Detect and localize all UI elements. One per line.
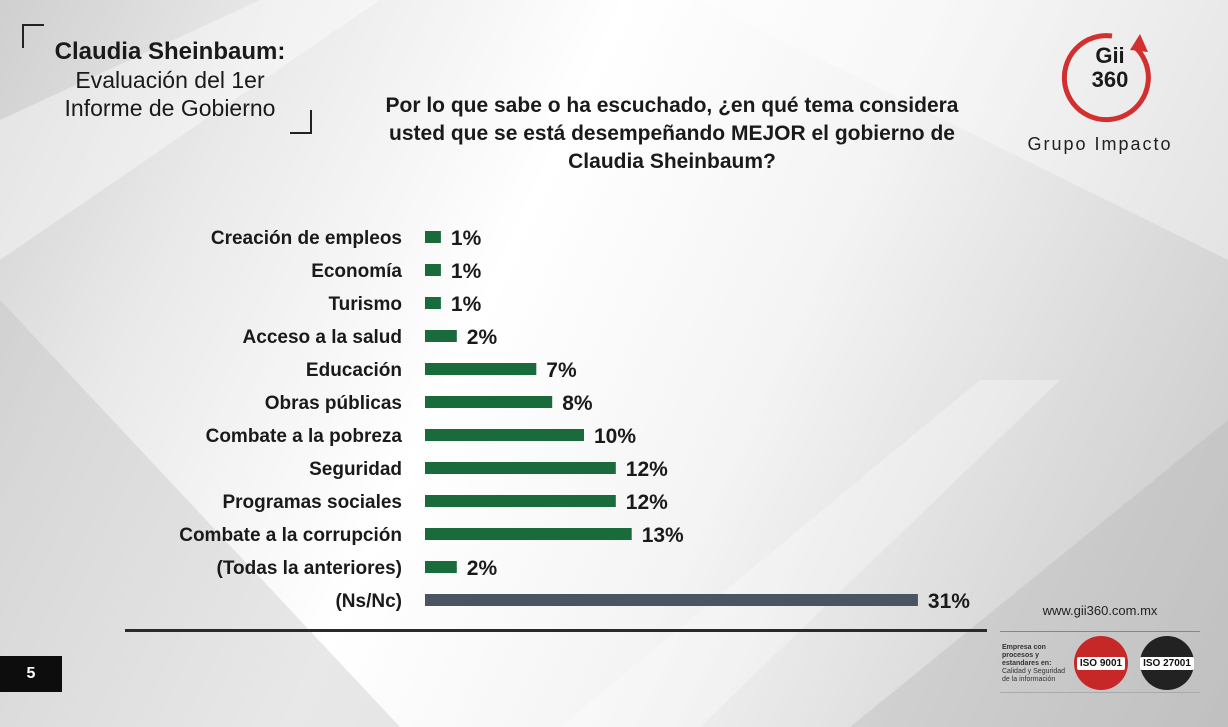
certification-text-detail: Calidad y Seguridad de la información bbox=[1002, 668, 1066, 683]
bar bbox=[425, 231, 441, 243]
brand-logo: Gii 360 bbox=[1040, 28, 1180, 128]
category-label: Educación bbox=[306, 360, 402, 381]
category-label: Acceso a la salud bbox=[243, 327, 402, 348]
bar bbox=[425, 363, 537, 375]
title-block: Claudia Sheinbaum: Evaluación del 1er In… bbox=[30, 38, 310, 122]
data-label: 13% bbox=[642, 524, 684, 547]
data-label: 31% bbox=[928, 590, 970, 613]
category-label: Seguridad bbox=[309, 459, 402, 480]
logo-ring-icon bbox=[1061, 33, 1151, 123]
page-number: 5 bbox=[0, 656, 62, 692]
bar bbox=[425, 561, 457, 573]
data-label: 2% bbox=[467, 557, 498, 580]
bar bbox=[425, 264, 441, 276]
page-subtitle-line-2: Informe de Gobierno bbox=[64, 95, 276, 121]
page-title: Claudia Sheinbaum: bbox=[54, 38, 286, 65]
logo-line-2: 360 bbox=[1091, 67, 1129, 92]
bar bbox=[425, 495, 616, 507]
data-label: 12% bbox=[626, 458, 668, 481]
data-label: 1% bbox=[451, 227, 482, 250]
data-label: 1% bbox=[451, 260, 482, 283]
bar bbox=[425, 462, 616, 474]
certification-text: Empresa con procesos y estandares en: Ca… bbox=[1002, 644, 1072, 684]
data-label: 10% bbox=[594, 425, 636, 448]
logo-line-1: Gii bbox=[1095, 43, 1125, 68]
bar bbox=[425, 429, 584, 441]
chart-baseline bbox=[125, 629, 987, 632]
data-label: 2% bbox=[467, 326, 498, 349]
iso-27001-seal-icon: ISO 27001 bbox=[1140, 636, 1194, 690]
category-label: Obras públicas bbox=[265, 393, 402, 414]
website-url[interactable]: www.gii360.com.mx bbox=[1042, 603, 1158, 618]
iso-27001-label: ISO 27001 bbox=[1140, 656, 1194, 670]
category-label: Combate a la pobreza bbox=[206, 426, 403, 447]
certification-text-bold: Empresa con procesos y estandares en: bbox=[1002, 644, 1052, 667]
data-label: 1% bbox=[451, 293, 482, 316]
bar bbox=[425, 594, 918, 606]
iso-9001-seal-icon: ISO 9001 bbox=[1074, 636, 1128, 690]
page-subtitle-line-1: Evaluación del 1er bbox=[75, 67, 265, 93]
bar bbox=[425, 396, 553, 408]
category-label: Programas sociales bbox=[222, 492, 402, 513]
bar bbox=[425, 528, 632, 540]
category-label: (Ns/Nc) bbox=[335, 591, 402, 612]
title-corner-top-left bbox=[22, 24, 44, 48]
category-label: Creación de empleos bbox=[211, 228, 402, 249]
category-label: (Todas la anteriores) bbox=[217, 558, 402, 579]
logo-subtitle: Grupo Impacto bbox=[1027, 134, 1173, 154]
title-corner-bottom-right bbox=[290, 110, 312, 134]
category-label: Economía bbox=[311, 261, 402, 282]
logo-wordmark: Gii 360 bbox=[1080, 44, 1140, 92]
category-label: Turismo bbox=[328, 294, 402, 315]
bar bbox=[425, 330, 457, 342]
bar bbox=[425, 297, 441, 309]
data-label: 7% bbox=[546, 359, 577, 382]
data-label: 12% bbox=[626, 491, 668, 514]
data-label: 8% bbox=[562, 392, 593, 415]
category-label: Combate a la corrupción bbox=[179, 525, 402, 546]
iso-9001-label: ISO 9001 bbox=[1076, 656, 1126, 670]
survey-question: Por lo que sabe o ha escuchado, ¿en qué … bbox=[385, 94, 959, 173]
certification-box: Empresa con procesos y estandares en: Ca… bbox=[1000, 631, 1200, 693]
